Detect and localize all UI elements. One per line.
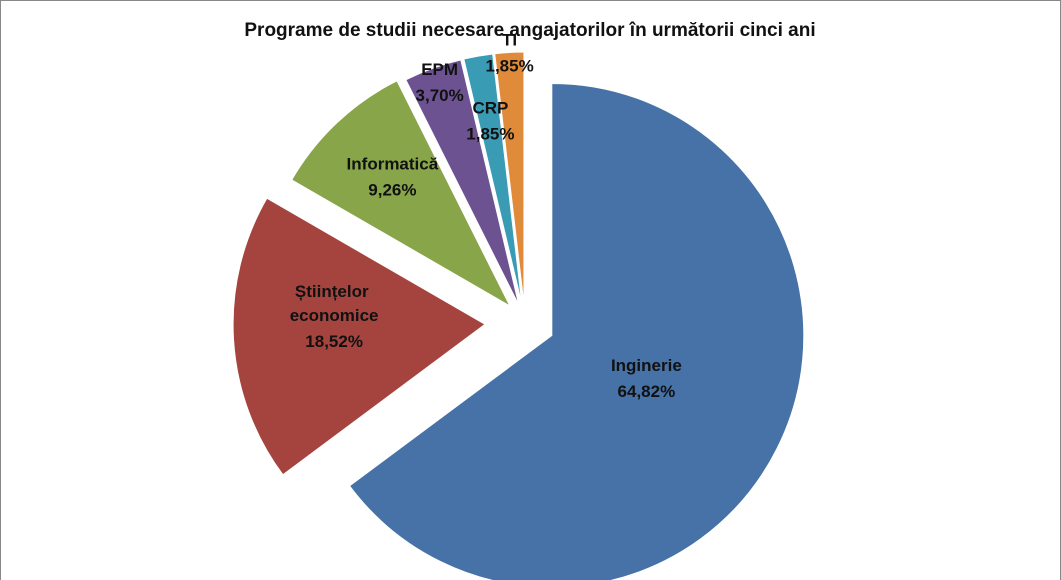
slice-label: Științelor economice <box>290 282 379 325</box>
slice-value-label: 18,52% <box>305 332 363 351</box>
pie-slice <box>348 82 805 580</box>
pie-slice <box>405 59 520 306</box>
slice-label: CRP <box>472 99 508 118</box>
pie-slice <box>463 53 523 305</box>
chart-title: Programe de studii necesare angajatorilo… <box>244 20 815 41</box>
pie-slice <box>232 197 486 476</box>
slice-value-label: 1,85% <box>466 125 514 144</box>
slice-value-label: 3,70% <box>416 86 464 105</box>
slice-label: EPM <box>421 60 458 79</box>
slice-label: Inginerie <box>611 356 682 375</box>
slice-value-label: 1,85% <box>486 56 534 75</box>
pie <box>232 51 805 580</box>
pie-slice <box>494 51 525 305</box>
slice-label: TI <box>502 30 517 49</box>
slice-value-label: 64,82% <box>618 382 676 401</box>
slice-value-label: 9,26% <box>368 180 416 199</box>
slice-label: Informatică <box>347 154 439 173</box>
pie-slice <box>291 80 512 308</box>
